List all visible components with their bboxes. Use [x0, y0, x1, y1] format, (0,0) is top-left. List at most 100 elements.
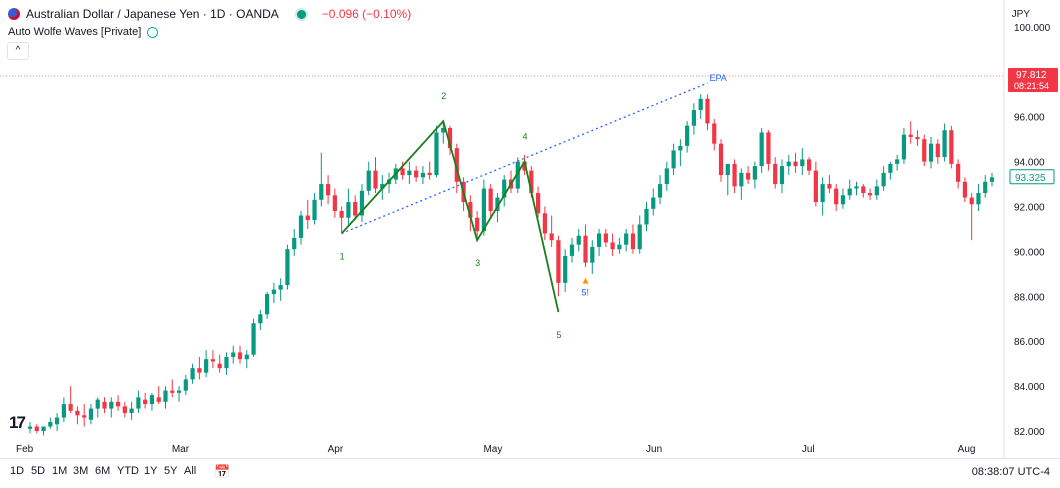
candle-body — [549, 233, 554, 241]
y-tick-label: 86.000 — [1014, 337, 1045, 348]
indicator-source-icon[interactable] — [147, 26, 159, 38]
calendar-icon[interactable]: 📅 — [214, 464, 231, 479]
symbol-title[interactable]: Australian Dollar / Japanese Yen · 1D · … — [26, 7, 279, 21]
candle-body — [163, 390, 168, 402]
candle-body — [746, 172, 751, 180]
candle-body — [983, 181, 988, 194]
candle-body — [969, 197, 974, 205]
candle-body — [874, 186, 879, 196]
candle-body — [95, 399, 100, 409]
candle-body — [251, 323, 256, 355]
candle-body — [427, 172, 432, 176]
indicator-legend[interactable]: Auto Wolfe Waves [Private] — [8, 26, 159, 38]
y-tick-label: 94.000 — [1014, 158, 1045, 169]
candle-body — [895, 159, 900, 164]
timeframe-button-ytd[interactable]: YTD — [117, 465, 139, 477]
candle-body — [41, 426, 46, 432]
currency-label[interactable]: JPY — [1011, 9, 1030, 20]
candle-body — [712, 123, 717, 144]
market-status-icon[interactable] — [294, 7, 308, 21]
candle-body — [935, 143, 940, 158]
candle-body — [109, 401, 114, 409]
last-price-badge — [1009, 169, 1055, 185]
y-tick-label: 96.000 — [1014, 113, 1045, 124]
candle-body — [366, 170, 371, 191]
candle-body — [813, 170, 818, 203]
candle-body — [705, 98, 710, 124]
timeframe-button-5y[interactable]: 5Y — [164, 465, 178, 477]
candle-body — [840, 195, 846, 205]
candle-body — [949, 130, 954, 164]
candle-body — [739, 172, 744, 187]
candle-body — [210, 359, 216, 362]
candle-body — [481, 188, 487, 232]
bottom-toolbar: 1D 5D 1M 3M 6M YTD 1Y 5Y All 📅 08:38:07 UTC-4 — [0, 458, 1060, 488]
y-tick-label: 90.000 — [1014, 247, 1045, 258]
wave-point-label: 5 — [556, 330, 561, 340]
x-tick-label: Mar — [172, 444, 190, 455]
time-axis: Feb Mar Apr May Jun Jul Aug — [16, 444, 975, 455]
candle-body — [339, 211, 344, 218]
candle-body — [285, 249, 290, 286]
clock[interactable]: 08:38:07 UTC-4 — [971, 466, 1050, 478]
candle-body — [881, 172, 886, 187]
candle-body — [671, 150, 676, 169]
candle-body — [786, 161, 791, 167]
wave-point-label: 3 — [475, 258, 480, 268]
candle-body — [170, 390, 175, 393]
grid — [0, 0, 1005, 458]
candle-body — [563, 255, 568, 283]
candle-body — [414, 170, 419, 178]
candle-body — [834, 188, 839, 205]
x-tick-label: Jun — [646, 444, 662, 455]
y-tick-label: 88.000 — [1014, 292, 1045, 303]
timeframe-button-1y[interactable]: 1Y — [144, 465, 158, 477]
candle-body — [685, 125, 690, 146]
candle-body — [190, 368, 195, 380]
candle-body — [779, 166, 785, 185]
candle-body — [27, 426, 33, 429]
indicator-name[interactable]: Auto Wolfe Waves [Private] — [8, 26, 142, 38]
candle-body — [624, 233, 629, 245]
candle-body — [129, 408, 134, 414]
tradingview-logo-icon[interactable]: 17 — [9, 413, 26, 432]
candle-body — [901, 134, 907, 160]
wave-point-label: 2 — [441, 91, 446, 101]
symbol-header: Australian Dollar / Japanese Yen · 1D · … — [8, 7, 411, 21]
timeframe-button-5d[interactable]: 5D — [31, 465, 46, 477]
collapse-legend-button[interactable]: ^ — [7, 42, 29, 60]
candle-body — [488, 188, 493, 212]
timeframe-button-1d[interactable]: 1D — [10, 465, 25, 477]
x-tick-label: Apr — [328, 444, 344, 455]
x-tick-label: Feb — [16, 444, 34, 455]
candle-body — [637, 224, 642, 250]
candle-body — [806, 159, 812, 171]
epa-line — [341, 82, 708, 235]
candle-body — [773, 163, 778, 185]
candle-body — [752, 166, 757, 180]
timeframe-button-6m[interactable]: 6M — [95, 465, 111, 477]
candle-body — [434, 132, 439, 176]
candle-body — [183, 379, 188, 391]
price-change: −0.096 (−0.10%) — [321, 7, 412, 21]
x-tick-label: May — [483, 444, 502, 455]
candle-body — [989, 177, 995, 182]
candle-body — [454, 148, 459, 182]
candle-body — [468, 202, 473, 218]
candle-body — [698, 98, 703, 110]
candle-body — [691, 110, 697, 126]
candle-body — [359, 190, 365, 216]
high-price-badge — [1008, 68, 1058, 93]
candle-body — [122, 406, 127, 414]
candle-body — [325, 184, 331, 196]
candle-body — [346, 202, 351, 218]
timeframe-button-3m[interactable]: 3M — [73, 465, 89, 477]
candle-body — [312, 199, 317, 220]
candle-body — [305, 215, 310, 220]
candle-body — [68, 404, 73, 411]
timeframe-button-all[interactable]: All — [184, 465, 197, 477]
high-price-value: 97.812 — [1016, 70, 1047, 81]
timeframe-button-1m[interactable]: 1M — [52, 465, 68, 477]
candle-body — [820, 184, 825, 203]
